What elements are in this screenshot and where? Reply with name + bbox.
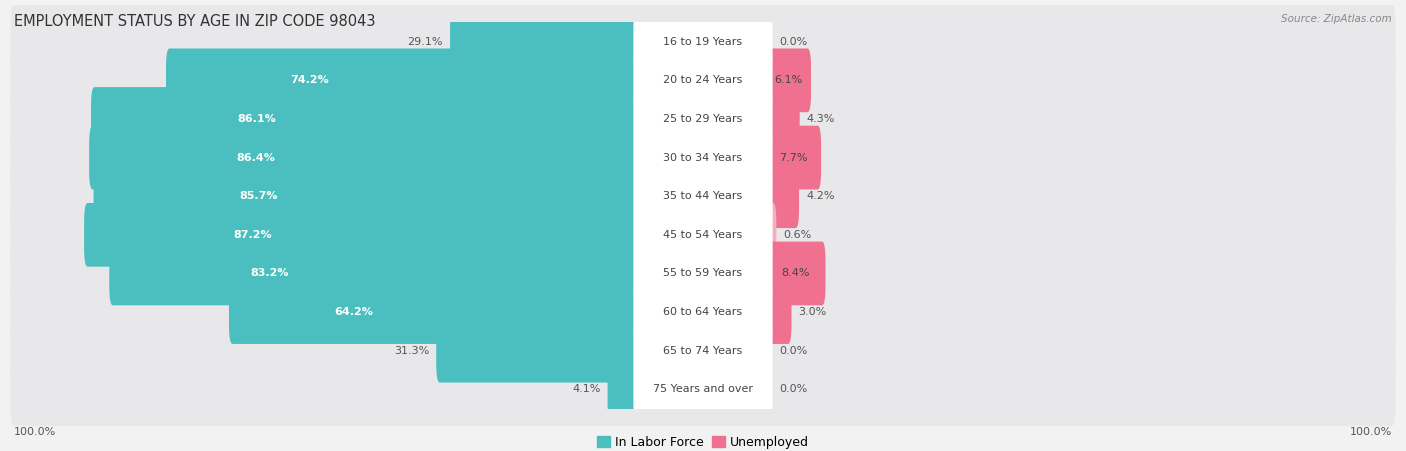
- Text: 86.4%: 86.4%: [236, 152, 276, 162]
- FancyBboxPatch shape: [766, 48, 811, 112]
- Text: 55 to 59 Years: 55 to 59 Years: [664, 268, 742, 278]
- FancyBboxPatch shape: [766, 242, 825, 305]
- Text: 100.0%: 100.0%: [14, 428, 56, 437]
- FancyBboxPatch shape: [436, 319, 640, 382]
- Text: 0.0%: 0.0%: [779, 37, 808, 47]
- FancyBboxPatch shape: [10, 160, 1396, 233]
- FancyBboxPatch shape: [633, 358, 773, 421]
- FancyBboxPatch shape: [766, 203, 776, 267]
- FancyBboxPatch shape: [10, 5, 1396, 78]
- FancyBboxPatch shape: [633, 126, 773, 189]
- FancyBboxPatch shape: [10, 237, 1396, 310]
- FancyBboxPatch shape: [766, 126, 821, 189]
- Text: 0.0%: 0.0%: [779, 384, 808, 394]
- Text: 60 to 64 Years: 60 to 64 Years: [664, 307, 742, 317]
- FancyBboxPatch shape: [94, 164, 640, 228]
- Text: 16 to 19 Years: 16 to 19 Years: [664, 37, 742, 47]
- Text: 100.0%: 100.0%: [1350, 428, 1392, 437]
- FancyBboxPatch shape: [633, 164, 773, 228]
- FancyBboxPatch shape: [10, 121, 1396, 194]
- Text: 30 to 34 Years: 30 to 34 Years: [664, 152, 742, 162]
- Text: 35 to 44 Years: 35 to 44 Years: [664, 191, 742, 201]
- FancyBboxPatch shape: [10, 83, 1396, 156]
- Text: 75 Years and over: 75 Years and over: [652, 384, 754, 394]
- FancyBboxPatch shape: [633, 87, 773, 151]
- Text: Source: ZipAtlas.com: Source: ZipAtlas.com: [1281, 14, 1392, 23]
- Text: 64.2%: 64.2%: [335, 307, 373, 317]
- Legend: In Labor Force, Unemployed: In Labor Force, Unemployed: [598, 436, 808, 449]
- FancyBboxPatch shape: [10, 44, 1396, 117]
- Text: EMPLOYMENT STATUS BY AGE IN ZIP CODE 98043: EMPLOYMENT STATUS BY AGE IN ZIP CODE 980…: [14, 14, 375, 28]
- Text: 4.1%: 4.1%: [572, 384, 600, 394]
- Text: 74.2%: 74.2%: [290, 75, 329, 85]
- FancyBboxPatch shape: [766, 87, 800, 151]
- FancyBboxPatch shape: [607, 358, 640, 421]
- FancyBboxPatch shape: [91, 87, 640, 151]
- FancyBboxPatch shape: [10, 314, 1396, 387]
- Text: 29.1%: 29.1%: [408, 37, 443, 47]
- Text: 86.1%: 86.1%: [238, 114, 277, 124]
- Text: 3.0%: 3.0%: [799, 307, 827, 317]
- FancyBboxPatch shape: [633, 319, 773, 382]
- FancyBboxPatch shape: [633, 242, 773, 305]
- Text: 83.2%: 83.2%: [250, 268, 290, 278]
- Text: 8.4%: 8.4%: [782, 268, 810, 278]
- FancyBboxPatch shape: [766, 164, 799, 228]
- FancyBboxPatch shape: [10, 353, 1396, 426]
- Text: 6.1%: 6.1%: [775, 75, 803, 85]
- Text: 4.3%: 4.3%: [807, 114, 835, 124]
- Text: 87.2%: 87.2%: [233, 230, 271, 240]
- Text: 20 to 24 Years: 20 to 24 Years: [664, 75, 742, 85]
- Text: 0.6%: 0.6%: [783, 230, 811, 240]
- Text: 25 to 29 Years: 25 to 29 Years: [664, 114, 742, 124]
- FancyBboxPatch shape: [84, 203, 640, 267]
- Text: 0.0%: 0.0%: [779, 346, 808, 356]
- FancyBboxPatch shape: [633, 203, 773, 267]
- FancyBboxPatch shape: [10, 198, 1396, 272]
- FancyBboxPatch shape: [633, 10, 773, 74]
- FancyBboxPatch shape: [450, 10, 640, 74]
- Text: 31.3%: 31.3%: [394, 346, 429, 356]
- Text: 7.7%: 7.7%: [779, 152, 807, 162]
- FancyBboxPatch shape: [633, 280, 773, 344]
- FancyBboxPatch shape: [766, 280, 792, 344]
- FancyBboxPatch shape: [633, 48, 773, 112]
- Text: 4.2%: 4.2%: [806, 191, 835, 201]
- FancyBboxPatch shape: [229, 280, 640, 344]
- FancyBboxPatch shape: [166, 48, 640, 112]
- FancyBboxPatch shape: [89, 126, 640, 189]
- FancyBboxPatch shape: [110, 242, 640, 305]
- Text: 45 to 54 Years: 45 to 54 Years: [664, 230, 742, 240]
- Text: 65 to 74 Years: 65 to 74 Years: [664, 346, 742, 356]
- Text: 85.7%: 85.7%: [240, 191, 278, 201]
- FancyBboxPatch shape: [10, 276, 1396, 349]
